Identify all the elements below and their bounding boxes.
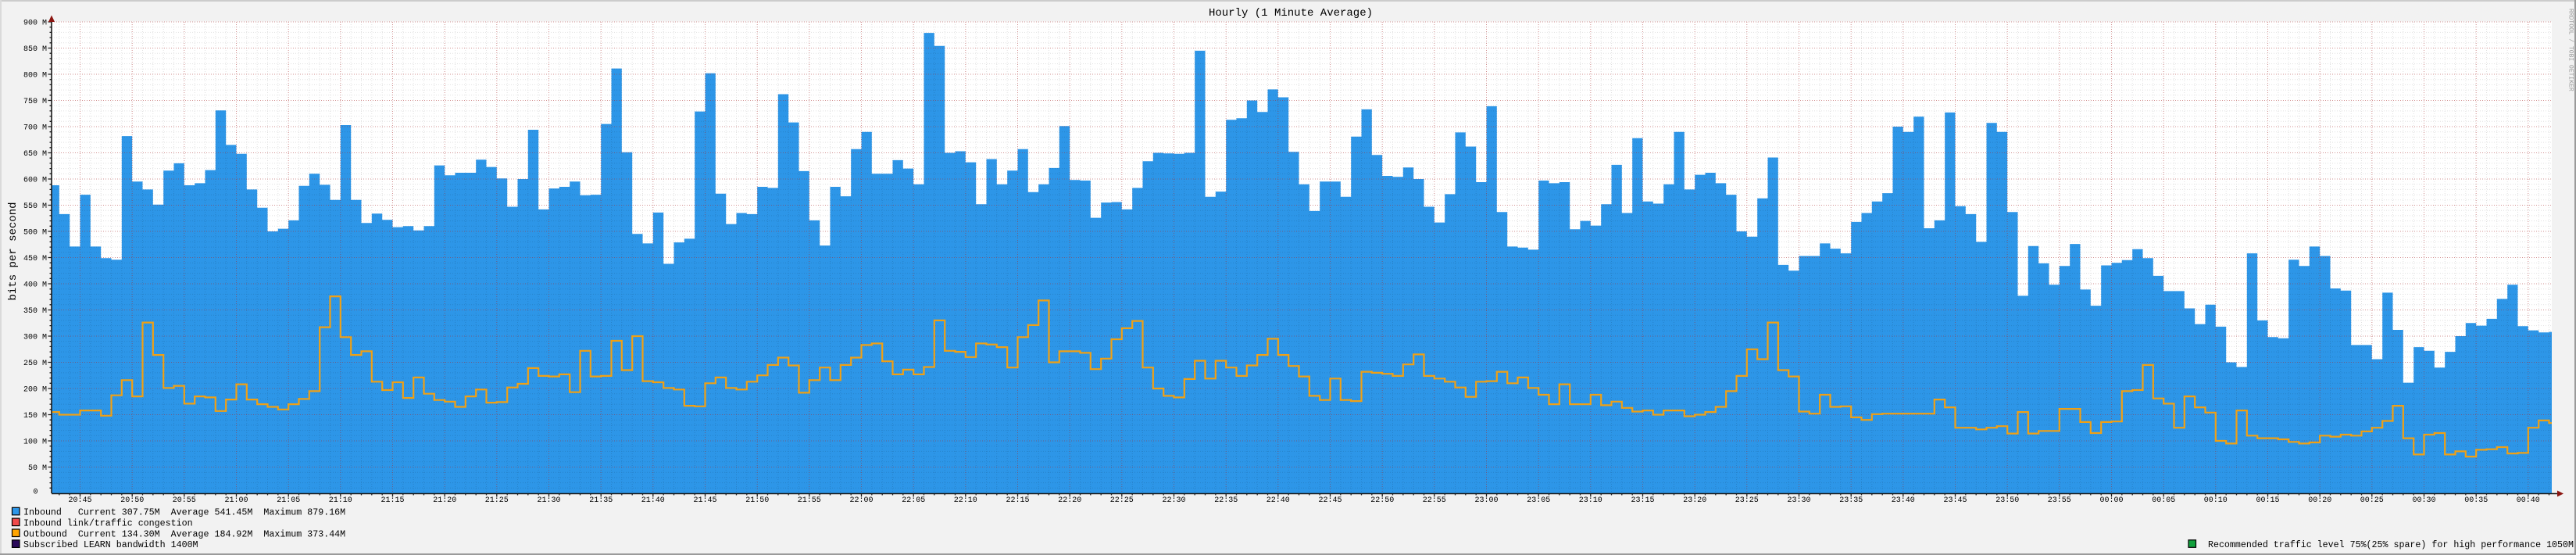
svg-text:Inbound link/traffic congestio: Inbound link/traffic congestion [23, 518, 193, 528]
svg-text:800 M: 800 M [23, 72, 47, 81]
svg-text:20:45: 20:45 [68, 496, 91, 505]
svg-text:23:40: 23:40 [1892, 496, 1915, 505]
svg-text:0: 0 [33, 489, 38, 497]
svg-text:00:00: 00:00 [2099, 496, 2123, 505]
svg-text:22:35: 22:35 [1214, 496, 1238, 505]
svg-text:23:35: 23:35 [1839, 496, 1863, 505]
svg-text:23:25: 23:25 [1735, 496, 1759, 505]
svg-text:00:30: 00:30 [2412, 496, 2435, 505]
svg-text:22:50: 22:50 [1370, 496, 1394, 505]
svg-text:00:35: 00:35 [2464, 496, 2488, 505]
svg-text:23:45: 23:45 [1943, 496, 1967, 505]
svg-text:23:15: 23:15 [1631, 496, 1654, 505]
svg-text:21:00: 21:00 [224, 496, 248, 505]
svg-text:23:50: 23:50 [1995, 496, 2019, 505]
svg-text:550 M: 550 M [23, 202, 47, 211]
svg-text:22:10: 22:10 [954, 496, 977, 505]
svg-text:Hourly (1 Minute Average): Hourly (1 Minute Average) [1209, 7, 1373, 20]
svg-text:450 M: 450 M [23, 255, 47, 263]
svg-text:50 M: 50 M [28, 464, 47, 473]
svg-text:500 M: 500 M [23, 229, 47, 238]
svg-text:22:45: 22:45 [1318, 496, 1342, 505]
svg-text:RRDTOOL / TOBI OETIKER: RRDTOOL / TOBI OETIKER [2567, 9, 2574, 91]
svg-text:00:05: 00:05 [2152, 496, 2175, 505]
svg-text:600 M: 600 M [23, 177, 47, 185]
svg-text:900 M: 900 M [23, 20, 47, 28]
svg-text:850 M: 850 M [23, 45, 47, 54]
svg-text:650 M: 650 M [23, 150, 47, 159]
svg-text:100 M: 100 M [23, 439, 47, 447]
svg-text:Subscribed LEARN bandwidth 140: Subscribed LEARN bandwidth 1400M [23, 540, 198, 550]
svg-text:21:45: 21:45 [693, 496, 716, 505]
svg-text:21:40: 21:40 [641, 496, 665, 505]
svg-text:00:40: 00:40 [2517, 496, 2540, 505]
svg-text:22:05: 22:05 [902, 496, 925, 505]
svg-text:22:30: 22:30 [1162, 496, 1185, 505]
svg-text:300 M: 300 M [23, 334, 47, 342]
svg-text:23:55: 23:55 [2048, 496, 2071, 505]
svg-text:00:20: 00:20 [2308, 496, 2331, 505]
svg-text:00:10: 00:10 [2204, 496, 2228, 505]
svg-text:20:55: 20:55 [173, 496, 196, 505]
svg-text:350 M: 350 M [23, 307, 47, 316]
svg-text:200 M: 200 M [23, 386, 47, 395]
svg-text:00:25: 00:25 [2360, 496, 2384, 505]
svg-text:23:05: 23:05 [1527, 496, 1550, 505]
svg-text:700 M: 700 M [23, 124, 47, 133]
svg-text:21:20: 21:20 [433, 496, 456, 505]
svg-text:00:15: 00:15 [2256, 496, 2279, 505]
svg-text:22:00: 22:00 [849, 496, 873, 505]
svg-text:21:35: 21:35 [589, 496, 613, 505]
svg-text:22:15: 22:15 [1006, 496, 1029, 505]
svg-text:20:50: 20:50 [120, 496, 144, 505]
svg-text:23:10: 23:10 [1579, 496, 1602, 505]
svg-text:22:20: 22:20 [1058, 496, 1081, 505]
svg-text:22:55: 22:55 [1423, 496, 1446, 505]
svg-text:Recommended traffic level 75%(: Recommended traffic level 75%(25% spare)… [2208, 540, 2574, 550]
svg-text:21:50: 21:50 [745, 496, 769, 505]
svg-text:Outbound Current 134.30M Ave: Outbound Current 134.30M Average 184.92M… [23, 529, 345, 539]
svg-text:21:15: 21:15 [381, 496, 404, 505]
svg-text:23:00: 23:00 [1474, 496, 1498, 505]
svg-text:22:40: 22:40 [1267, 496, 1290, 505]
svg-text:400 M: 400 M [23, 281, 47, 290]
svg-text:21:30: 21:30 [537, 496, 560, 505]
svg-text:22:25: 22:25 [1110, 496, 1134, 505]
svg-text:23:30: 23:30 [1787, 496, 1810, 505]
svg-text:21:05: 21:05 [277, 496, 300, 505]
svg-text:bits per second: bits per second [7, 202, 20, 300]
svg-text:150 M: 150 M [23, 412, 47, 421]
svg-text:21:25: 21:25 [485, 496, 509, 505]
svg-text:21:10: 21:10 [329, 496, 352, 505]
svg-text:21:55: 21:55 [798, 496, 821, 505]
svg-text:750 M: 750 M [23, 98, 47, 106]
svg-text:23:20: 23:20 [1683, 496, 1706, 505]
svg-text:250 M: 250 M [23, 360, 47, 368]
svg-text:Inbound Current 307.75M Ave: Inbound Current 307.75M Average 541.45M … [23, 508, 345, 518]
